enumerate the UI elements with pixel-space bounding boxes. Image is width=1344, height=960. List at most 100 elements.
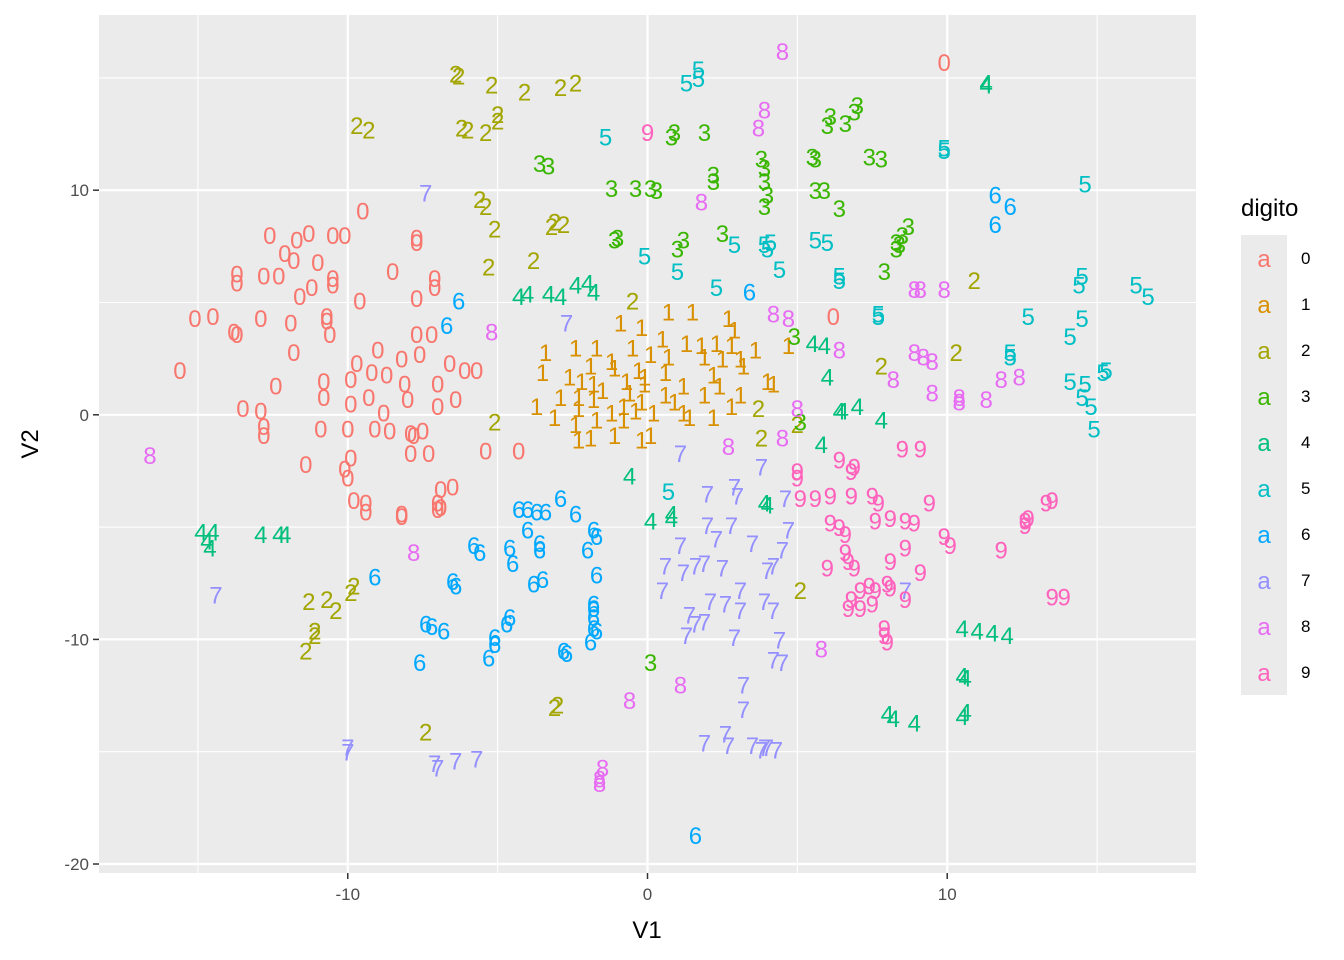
data-point: 7 bbox=[680, 623, 693, 650]
data-point: 3 bbox=[833, 196, 846, 223]
data-point: 4 bbox=[956, 663, 969, 690]
data-point: 1 bbox=[638, 371, 651, 398]
legend-key-background bbox=[1241, 235, 1287, 695]
data-point: 1 bbox=[680, 331, 693, 358]
data-point: 6 bbox=[569, 502, 582, 529]
data-point: 1 bbox=[698, 344, 711, 371]
data-point: 9 bbox=[821, 556, 834, 583]
data-point: 6 bbox=[368, 565, 381, 592]
data-point: 2 bbox=[491, 109, 504, 136]
data-point: 3 bbox=[707, 169, 720, 196]
data-point: 2 bbox=[968, 268, 981, 295]
data-point: 9 bbox=[845, 459, 858, 486]
data-point: 3 bbox=[890, 230, 903, 257]
data-point: 6 bbox=[989, 183, 1002, 210]
data-point: 7 bbox=[431, 755, 444, 782]
data-point: 0 bbox=[395, 504, 408, 531]
data-point: 7 bbox=[428, 751, 441, 778]
legend-label-7: 7 bbox=[1301, 571, 1310, 590]
data-point: 4 bbox=[758, 490, 771, 517]
data-point: 5 bbox=[1078, 371, 1091, 398]
data-point: 0 bbox=[458, 358, 471, 385]
data-point: 1 bbox=[722, 306, 735, 333]
data-point: 5 bbox=[1075, 306, 1088, 333]
data-point: 3 bbox=[824, 104, 837, 131]
data-point: 0 bbox=[410, 230, 423, 257]
data-point: 0 bbox=[344, 367, 357, 394]
data-point: 6 bbox=[521, 517, 534, 544]
data-point: 2 bbox=[329, 598, 342, 625]
data-point: 7 bbox=[722, 733, 735, 760]
data-point: 6 bbox=[587, 605, 600, 632]
data-point: 9 bbox=[854, 596, 867, 623]
data-point: 9 bbox=[914, 560, 927, 587]
data-point: 3 bbox=[533, 151, 546, 178]
legend: digito a 0 a 1 a 2 a 3 a 4 a 5 a 6 a 7 a 8 a 9 bbox=[1241, 195, 1310, 695]
data-point: 3 bbox=[890, 237, 903, 264]
data-point: 1 bbox=[635, 428, 648, 455]
data-point: 0 bbox=[428, 275, 441, 302]
data-point: 8 bbox=[887, 367, 900, 394]
data-point: 8 bbox=[980, 387, 993, 414]
data-point: 0 bbox=[344, 392, 357, 419]
data-point: 0 bbox=[230, 261, 243, 288]
data-point: 7 bbox=[779, 486, 792, 513]
data-point: 4 bbox=[836, 398, 849, 425]
data-point: 6 bbox=[437, 618, 450, 645]
data-point: 6 bbox=[536, 567, 549, 594]
data-point: 1 bbox=[644, 423, 657, 450]
data-point: 1 bbox=[608, 356, 621, 383]
data-point: 0 bbox=[326, 273, 339, 300]
data-point: 0 bbox=[287, 248, 300, 275]
data-point: 4 bbox=[272, 522, 285, 549]
data-point: 1 bbox=[662, 344, 675, 371]
data-point: 6 bbox=[530, 499, 543, 526]
data-point: 0 bbox=[395, 347, 408, 374]
data-point: 6 bbox=[539, 499, 552, 526]
data-point: 7 bbox=[701, 513, 714, 540]
data-point: 0 bbox=[257, 414, 270, 441]
data-point: 6 bbox=[452, 288, 465, 315]
data-point: 9 bbox=[1039, 490, 1052, 517]
data-point: 0 bbox=[356, 198, 369, 225]
data-point: 5 bbox=[1096, 360, 1109, 387]
data-point: 7 bbox=[701, 481, 714, 508]
data-point: 5 bbox=[1072, 273, 1085, 300]
data-point: 0 bbox=[344, 445, 357, 472]
data-point: 0 bbox=[365, 360, 378, 387]
data-point: 0 bbox=[323, 322, 336, 349]
data-point: 4 bbox=[971, 618, 984, 645]
data-point: 2 bbox=[308, 623, 321, 650]
data-point: 6 bbox=[419, 612, 432, 639]
data-point: 9 bbox=[869, 578, 882, 605]
data-point: 0 bbox=[338, 223, 351, 250]
data-point: 1 bbox=[605, 349, 618, 376]
data-point: 8 bbox=[695, 189, 708, 216]
data-point: 5 bbox=[764, 230, 777, 257]
data-point: 3 bbox=[716, 221, 729, 248]
data-point: 0 bbox=[302, 221, 315, 248]
data-point: 2 bbox=[950, 340, 963, 367]
data-point: 2 bbox=[752, 396, 765, 423]
data-point: 1 bbox=[695, 333, 708, 360]
data-point: 2 bbox=[527, 248, 540, 275]
data-point: 7 bbox=[776, 538, 789, 565]
data-point: 0 bbox=[434, 477, 447, 504]
data-point: 1 bbox=[536, 360, 549, 387]
data-point: 7 bbox=[731, 484, 744, 511]
data-point: 7 bbox=[689, 553, 702, 580]
data-point: 0 bbox=[173, 358, 186, 385]
legend-key-1: a bbox=[1257, 292, 1271, 319]
data-point: 1 bbox=[617, 407, 630, 434]
data-point: 0 bbox=[299, 452, 312, 479]
data-point: 1 bbox=[725, 333, 738, 360]
data-point: 3 bbox=[644, 176, 657, 203]
data-point: 8 bbox=[593, 771, 606, 798]
data-point: 8 bbox=[776, 425, 789, 452]
data-point: 4 bbox=[569, 273, 582, 300]
data-point: 7 bbox=[758, 735, 771, 762]
data-point: 9 bbox=[908, 511, 921, 538]
data-point: 0 bbox=[470, 358, 483, 385]
data-point: 7 bbox=[767, 553, 780, 580]
